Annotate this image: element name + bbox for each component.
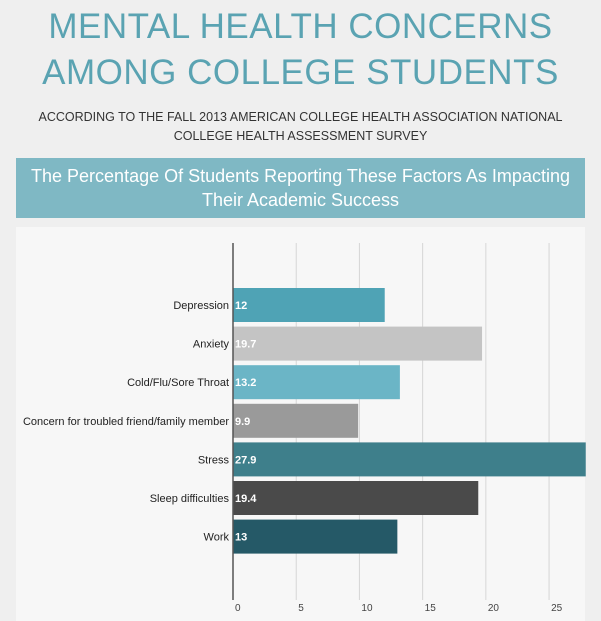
x-tick-label-4: 20 [488,603,500,614]
value-label-6: 13 [235,532,247,544]
bar-1 [233,326,483,361]
subtitle-line-2: COLLEGE HEALTH ASSESSMENT SURVEY [173,129,428,143]
x-tick-label-3: 15 [425,603,437,614]
value-label-3: 9.9 [235,416,250,428]
banner-line-2: Their Academic Success [201,190,400,210]
x-tick-label-1: 5 [298,603,304,614]
title-line-2: AMONG COLLEGE STUDENTS [42,53,559,92]
x-tick-label-5: 25 [551,603,563,614]
category-label-3: Concern for troubled friend/family membe… [23,416,229,428]
x-tick-label-2: 10 [361,603,373,614]
category-label-0: Depression [173,300,229,312]
bar-6 [233,519,398,554]
category-label-2: Cold/Flu/Sore Throat [127,377,229,389]
value-label-0: 12 [235,300,247,312]
page-subtitle: ACCORDING TO THE FALL 2013 AMERICAN COLL… [0,108,601,146]
category-label-4: Stress [198,454,230,466]
bar-4 [233,442,586,477]
x-tick-label-0: 0 [235,603,241,614]
bar-0 [233,288,385,322]
value-label-1: 19.7 [235,339,256,351]
bar-3 [233,403,359,438]
banner-line-1: The Percentage Of Students Reporting The… [31,166,570,186]
chart-banner: The Percentage Of Students Reporting The… [16,158,585,218]
title-line-1: MENTAL HEALTH CONCERNS [48,7,553,46]
value-label-4: 27.9 [235,454,256,466]
bar-5 [233,481,479,515]
subtitle-line-1: ACCORDING TO THE FALL 2013 AMERICAN COLL… [38,110,563,124]
category-label-6: Work [204,532,230,544]
page-title: MENTAL HEALTH CONCERNS AMONG COLLEGE STU… [0,4,601,96]
bar-2 [233,365,400,400]
value-label-2: 13.2 [235,377,256,389]
value-label-5: 19.4 [235,493,257,505]
category-label-1: Anxiety [193,339,230,351]
category-label-5: Sleep difficulties [150,493,230,505]
